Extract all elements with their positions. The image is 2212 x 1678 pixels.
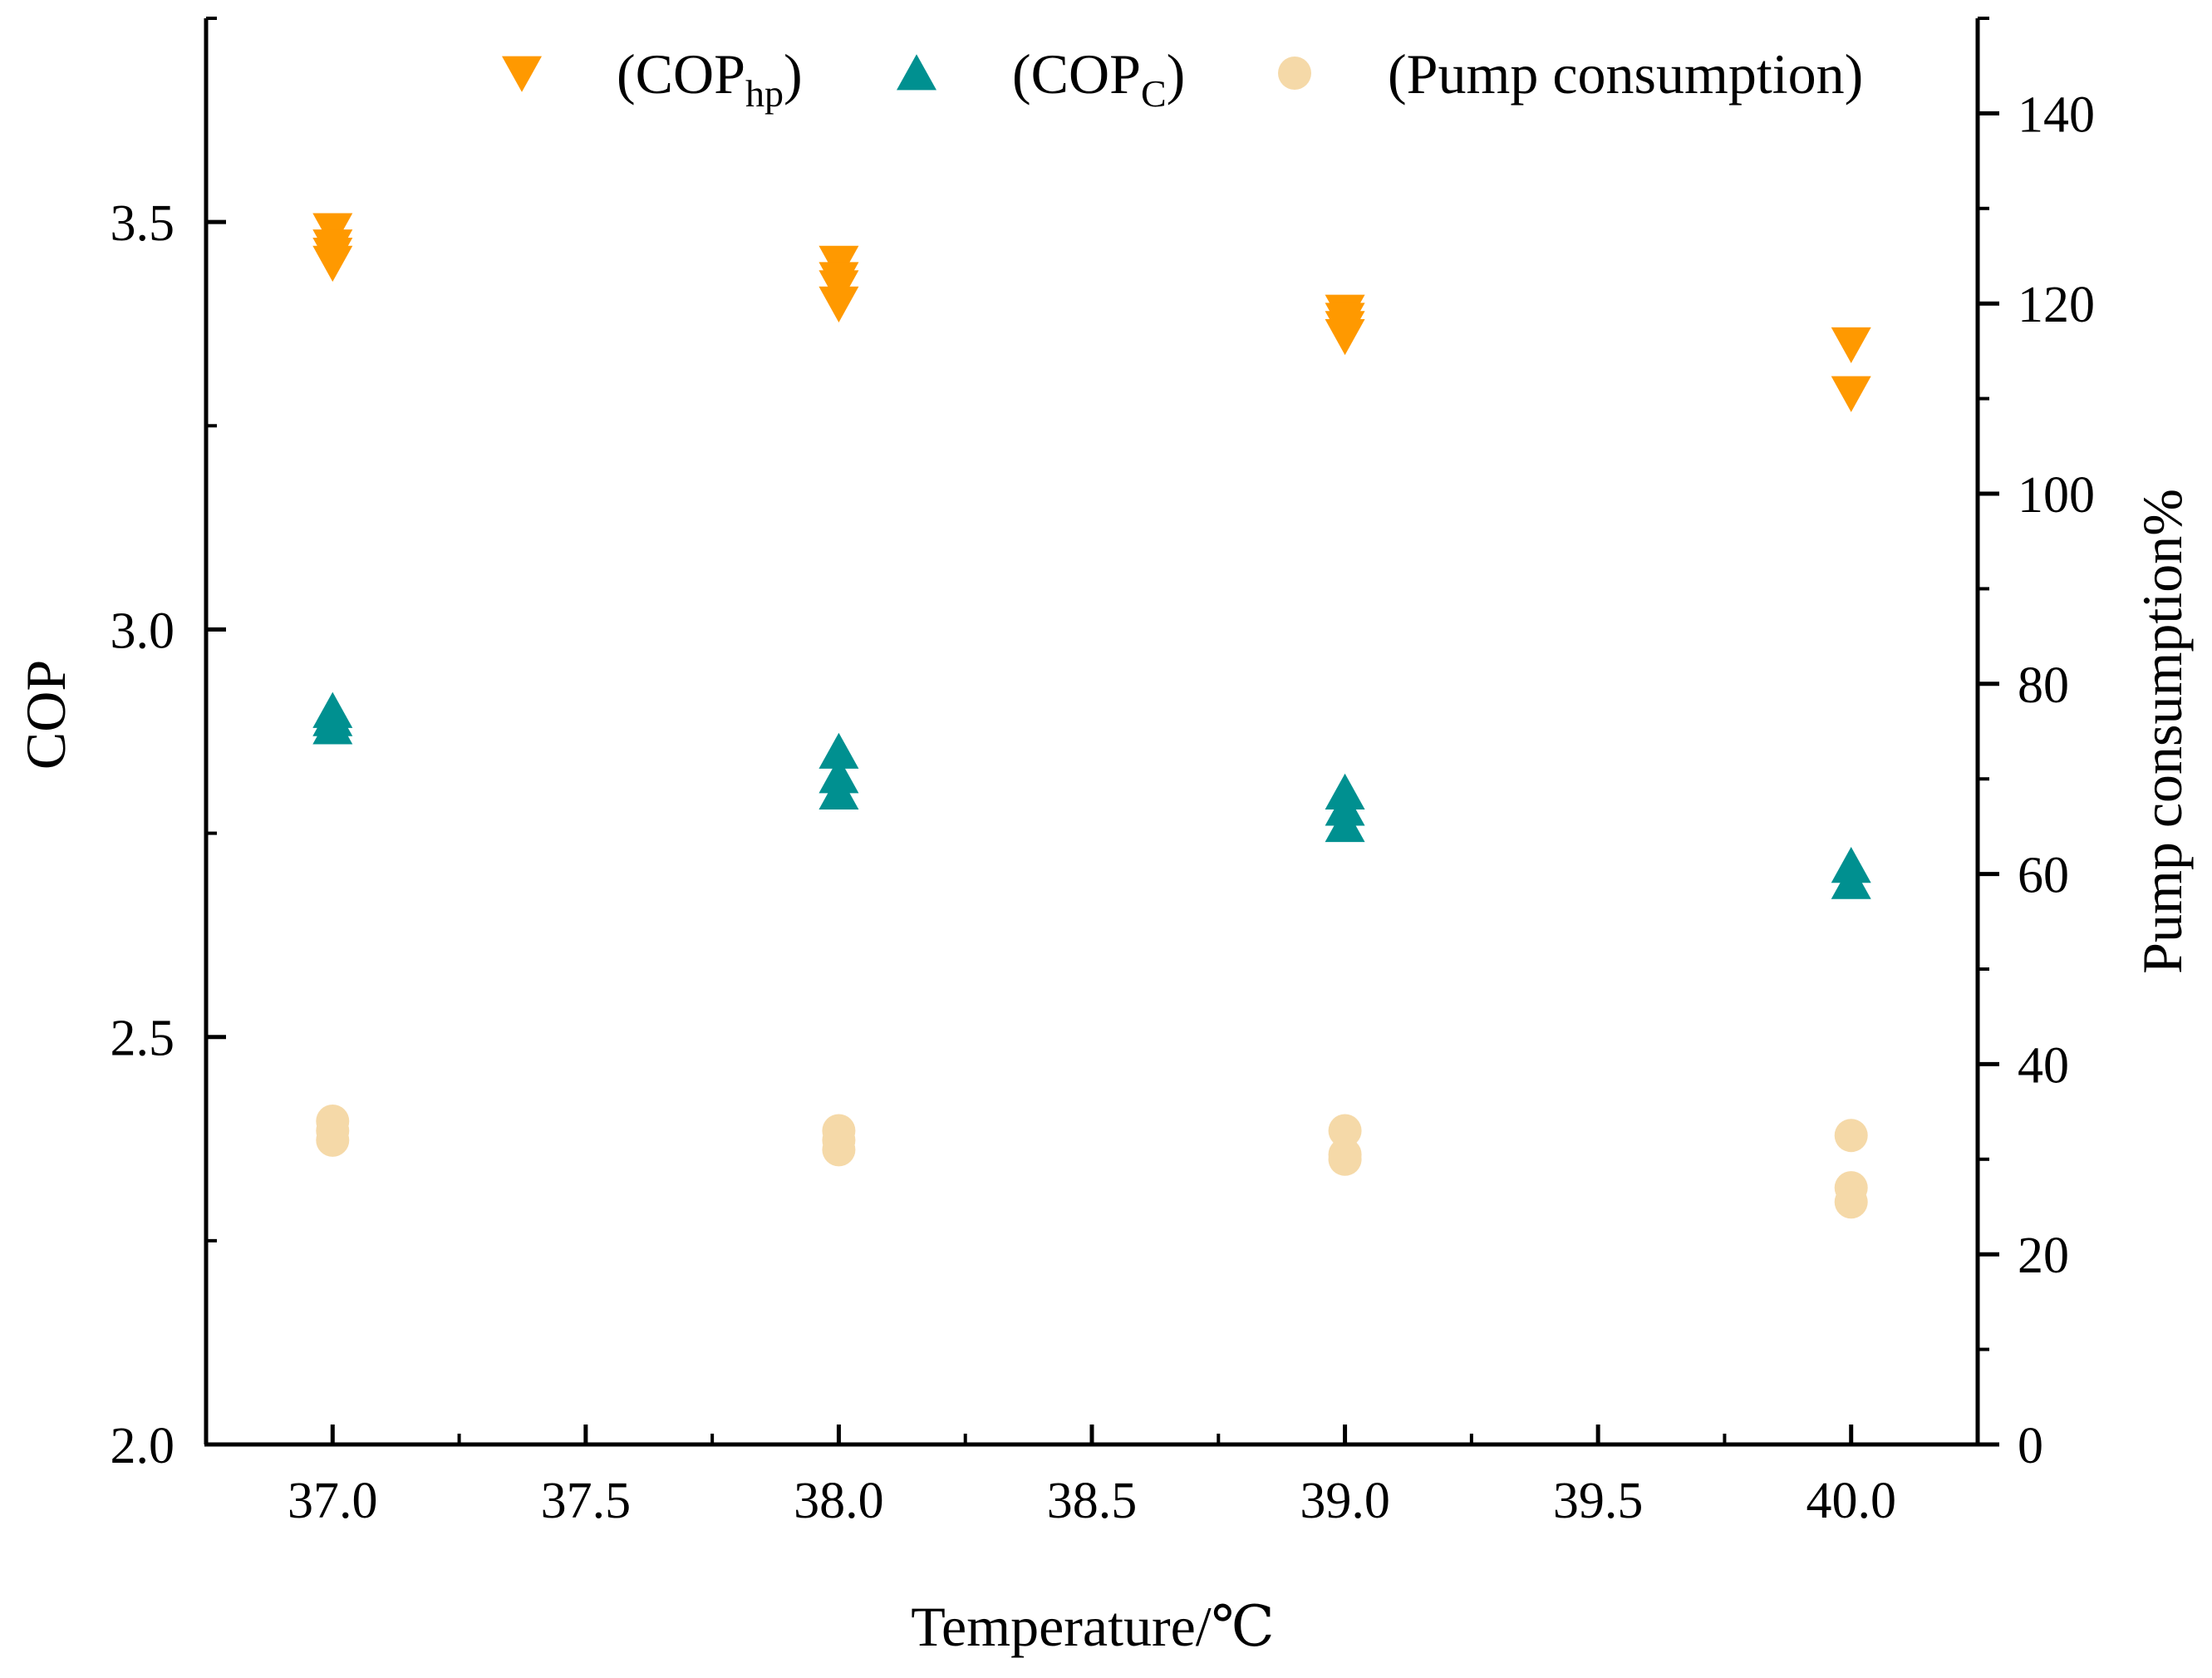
legend-label: (COPC) [1012, 42, 1185, 115]
right-y-tick-label: 0 [2018, 1418, 2043, 1474]
x-tick-label: 38.0 [794, 1473, 884, 1529]
data-point [1328, 1114, 1362, 1148]
data-point [316, 1123, 350, 1157]
right-y-tick-label: 120 [2018, 277, 2095, 333]
legend-marker [897, 54, 936, 91]
data-point [1831, 376, 1871, 412]
x-tick-label: 38.5 [1047, 1473, 1138, 1529]
data-point [1831, 327, 1871, 364]
right-y-tick-label: 60 [2018, 848, 2069, 904]
legend-marker [502, 56, 542, 92]
left-y-tick-label: 2.0 [111, 1418, 175, 1474]
x-axis-ticks: 37.0 37.5 38.0 38.5 39.0 39.5 40.0 [288, 1425, 1896, 1529]
data-point [1325, 805, 1365, 843]
data-point [1834, 1119, 1868, 1153]
series-1 [312, 213, 1871, 412]
data-point [312, 245, 353, 282]
x-tick-label: 37.0 [288, 1473, 378, 1529]
series-2 [312, 691, 1871, 899]
left-y-axis-ticks: 2.0 2.5 3.0 3.5 [111, 17, 226, 1474]
left-y-tick-label: 3.0 [111, 603, 175, 659]
data-point [312, 708, 353, 745]
x-axis-label: Temperature/℃ [911, 1595, 1275, 1658]
data-point [1325, 319, 1365, 356]
right-y-tick-label: 40 [2018, 1037, 2069, 1094]
x-tick-label: 40.0 [1806, 1473, 1896, 1529]
x-tick-label: 39.5 [1553, 1473, 1644, 1529]
right-y-tick-label: 20 [2018, 1228, 2069, 1284]
right-y-axis-ticks: 0 20 40 60 80 100 120 140 [1978, 17, 2095, 1474]
x-tick-label: 39.0 [1300, 1473, 1390, 1529]
legend-label: (COPhp) [617, 42, 803, 115]
plot-frame [204, 18, 1980, 1447]
data-points [312, 213, 1871, 1219]
data-point [818, 286, 859, 322]
left-y-tick-label: 2.5 [111, 1011, 175, 1067]
data-point [818, 773, 859, 809]
right-y-axis-label: Pump consumption% [2131, 489, 2194, 974]
data-point [818, 732, 859, 769]
left-y-axis-label: COP [14, 660, 77, 770]
data-point [1328, 1142, 1362, 1176]
right-y-tick-label: 100 [2018, 467, 2095, 524]
legend: (COPhp) (COPC) (Pump consumption) [502, 42, 1863, 115]
right-y-tick-label: 140 [2018, 86, 2095, 143]
series-3 [316, 1105, 1868, 1219]
right-y-tick-label: 80 [2018, 657, 2069, 714]
data-point [1834, 1185, 1868, 1219]
data-point [1831, 863, 1871, 899]
x-tick-label: 37.5 [541, 1473, 632, 1529]
legend-label: (Pump consumption) [1388, 42, 1863, 106]
left-y-tick-label: 3.5 [111, 195, 175, 252]
legend-marker [1278, 57, 1311, 90]
data-point [822, 1133, 856, 1167]
